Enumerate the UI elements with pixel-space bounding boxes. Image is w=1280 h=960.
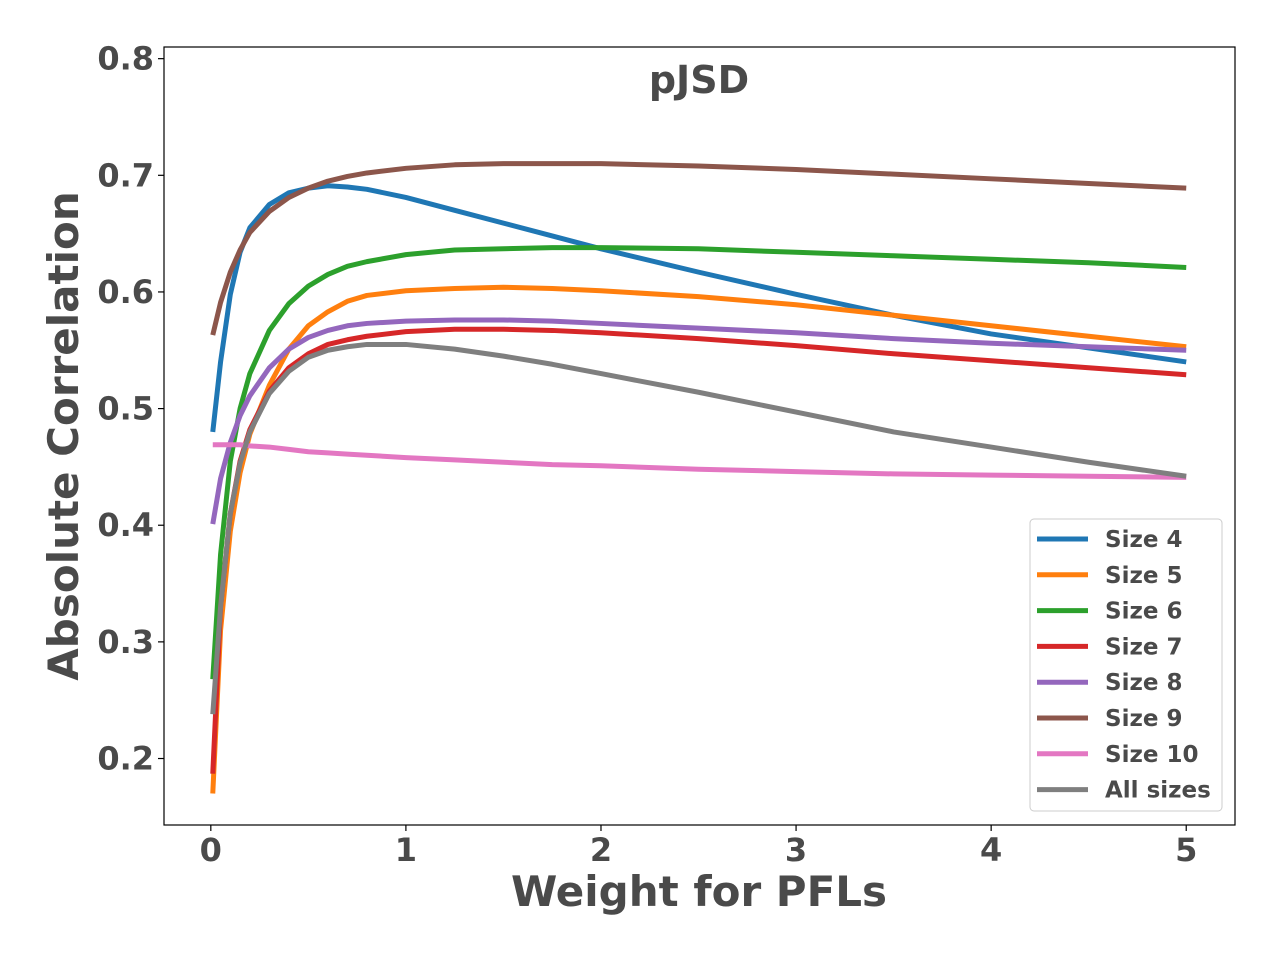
legend-label-size-6: Size 6 [1105, 599, 1182, 625]
legend-label-size-10: Size 10 [1105, 742, 1198, 768]
x-tick-label: 4 [980, 831, 1002, 869]
legend-box [1029, 518, 1223, 812]
x-axis-label: Weight for PFLs [511, 867, 887, 916]
y-tick-label: 0.2 [97, 740, 154, 778]
legend-label-size-7: Size 7 [1105, 634, 1182, 660]
x-tick-label: 1 [395, 831, 417, 869]
chart-title: pJSD [649, 58, 749, 102]
legend-label-size-8: Size 8 [1105, 670, 1182, 696]
series-line-size-8 [210, 317, 1187, 525]
plot-frame [163, 46, 1236, 826]
legend-label-size-9: Size 9 [1105, 706, 1182, 732]
legend: Size 4 Size 5 Size 6 Size 7 Size 8 Size 9 Size… [1029, 518, 1223, 812]
y-tick-label: 0.4 [97, 506, 154, 544]
x-tick-label: 0 [200, 831, 222, 869]
series-line-size-6 [210, 245, 1187, 680]
legend-label-size-5: Size 5 [1105, 563, 1182, 589]
y-axis-label: Absolute Correlation [39, 191, 88, 680]
y-tick-label: 0.5 [97, 390, 154, 428]
y-tick-label: 0.8 [97, 40, 154, 78]
x-tick-label: 2 [590, 831, 612, 869]
x-tick-label: 3 [785, 831, 807, 869]
series-line-size-9 [210, 161, 1187, 336]
y-axis-ticks: 0.2 0.3 0.4 0.5 0.6 0.7 0.8 [97, 40, 164, 778]
y-tick-label: 0.6 [97, 273, 154, 311]
series-layer [210, 161, 1187, 794]
series-line-all-sizes [210, 341, 1187, 715]
x-axis-ticks: 0 1 2 3 4 5 [200, 825, 1197, 869]
x-tick-label: 5 [1175, 831, 1197, 869]
legend-label-size-4: Size 4 [1105, 527, 1182, 553]
y-tick-label: 0.7 [97, 156, 154, 194]
legend-label-all-sizes: All sizes [1105, 778, 1211, 804]
y-tick-label: 0.3 [97, 623, 154, 661]
